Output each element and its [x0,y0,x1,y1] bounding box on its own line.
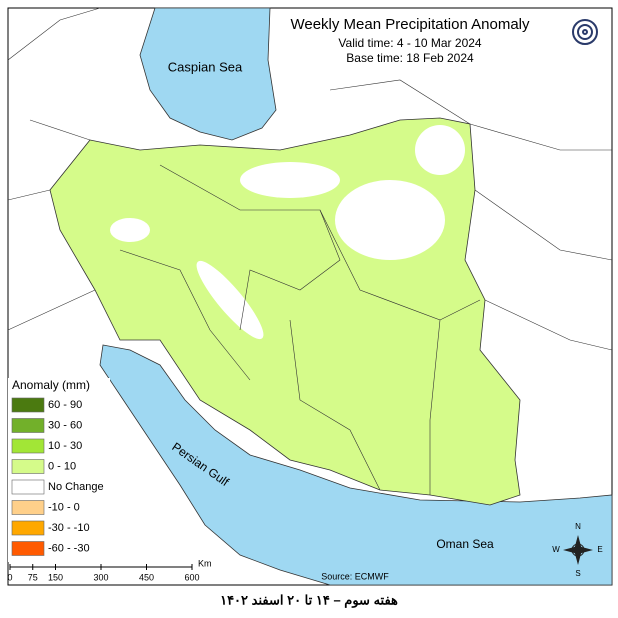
scale-label: 450 [139,572,154,582]
scale-unit: Km [198,558,212,568]
caption: هفته سوم – ۱۴ تا ۲۰ اسفند ۱۴۰۲ [220,592,398,608]
scale-label: 600 [184,572,199,582]
legend-swatch [11,418,45,433]
legend-swatch [11,500,45,515]
sea-label: Oman Sea [436,537,494,551]
legend-label: -30 - -10 [48,522,90,534]
no-change-area [110,218,150,242]
caspian-sea [139,7,277,141]
legend-swatch [11,520,45,536]
legend-label: 60 - 90 [48,399,82,411]
base-time: Base time: 18 Feb 2024 [346,51,474,65]
legend-title: Anomaly (mm) [12,378,90,392]
legend-swatch [11,479,45,495]
scale-bar: 0 75 150 300 450 600 Km [7,558,211,582]
legend-label: -60 - -30 [48,542,90,554]
province-borders [119,164,481,495]
no-change-area [196,260,264,340]
compass: N E S W [552,522,602,578]
logo [572,19,598,45]
map-title: Weekly Mean Precipitation Anomaly [290,16,530,33]
sea-label: Caspian Sea [168,59,243,74]
legend-swatch [11,541,45,556]
source: Source: ECMWF [321,571,389,581]
compass-letter: N [575,522,581,531]
legend: 60 - 90 30 - 60 10 - 30 0 - 10 No Change -10 … [11,397,104,556]
compass-letter: E [597,545,602,554]
legend-label: 10 - 30 [48,440,82,452]
legend-label: No Change [48,481,104,493]
neighbor-borders [7,7,613,351]
no-change-area [415,125,465,175]
legend-swatch [11,438,45,454]
legend-label: 0 - 10 [48,460,76,472]
compass-letter: S [575,569,580,578]
no-change-area [335,180,445,260]
no-change-area [240,162,340,198]
legend-swatch [11,397,45,413]
compass-letter: W [552,545,560,554]
legend-label: 30 - 60 [48,419,82,431]
scale-label: 0 [7,572,12,582]
scale-label: 150 [48,572,63,582]
persian-gulf-oman-sea [99,344,613,586]
legend-label: -10 - 0 [48,501,80,513]
valid-time: Valid time: 4 - 10 Mar 2024 [338,36,482,50]
scale-label: 300 [93,572,108,582]
scale-label: 75 [28,572,38,582]
legend-swatch [11,459,45,474]
